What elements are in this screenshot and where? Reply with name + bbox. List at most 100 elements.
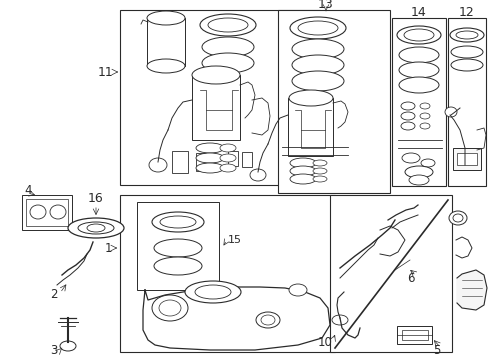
Ellipse shape (289, 158, 315, 168)
Ellipse shape (312, 160, 326, 166)
Ellipse shape (400, 102, 414, 110)
Bar (278, 10, 389, 193)
Ellipse shape (450, 59, 482, 71)
Ellipse shape (419, 103, 429, 109)
Text: 13: 13 (318, 0, 333, 12)
Bar (329, 195, 451, 352)
Text: 16: 16 (88, 192, 103, 204)
Ellipse shape (249, 169, 265, 181)
Ellipse shape (449, 28, 483, 42)
Ellipse shape (404, 166, 432, 178)
Ellipse shape (220, 154, 236, 162)
Ellipse shape (291, 55, 343, 75)
Text: ←7: ←7 (487, 287, 488, 297)
Ellipse shape (288, 90, 332, 106)
Ellipse shape (147, 59, 184, 73)
Ellipse shape (403, 29, 433, 41)
Ellipse shape (398, 77, 438, 93)
Bar (26, 199, 68, 226)
Text: 1: 1 (104, 242, 112, 255)
Polygon shape (456, 270, 486, 310)
Ellipse shape (400, 122, 414, 130)
Bar (401, 330, 427, 340)
Ellipse shape (147, 11, 184, 25)
Text: 14: 14 (410, 5, 426, 18)
Bar (120, 10, 319, 185)
Ellipse shape (68, 218, 124, 238)
Ellipse shape (152, 212, 203, 232)
Ellipse shape (207, 18, 247, 32)
Ellipse shape (220, 164, 236, 172)
Ellipse shape (401, 153, 419, 163)
Ellipse shape (60, 341, 76, 351)
Text: ←8: ←8 (487, 243, 488, 253)
Ellipse shape (200, 14, 256, 36)
Bar (447, 18, 485, 186)
Ellipse shape (87, 224, 105, 232)
Ellipse shape (289, 17, 346, 39)
Ellipse shape (312, 176, 326, 182)
Ellipse shape (450, 46, 482, 58)
Ellipse shape (220, 144, 236, 152)
Ellipse shape (420, 159, 434, 167)
Ellipse shape (288, 284, 306, 296)
Ellipse shape (419, 113, 429, 119)
Ellipse shape (149, 158, 167, 172)
Ellipse shape (289, 174, 315, 184)
Ellipse shape (159, 300, 181, 316)
Ellipse shape (291, 71, 343, 91)
Bar (396, 326, 431, 344)
Ellipse shape (30, 205, 46, 219)
Ellipse shape (448, 211, 466, 225)
Ellipse shape (398, 47, 438, 63)
Ellipse shape (78, 222, 114, 234)
Bar (147, 18, 184, 66)
Text: 3: 3 (51, 343, 58, 356)
Ellipse shape (192, 66, 240, 84)
Ellipse shape (202, 37, 253, 57)
Text: 11: 11 (97, 66, 113, 78)
Ellipse shape (256, 312, 280, 328)
Text: 12: 12 (458, 5, 474, 18)
Ellipse shape (154, 257, 202, 275)
Ellipse shape (289, 166, 315, 176)
Bar (192, 75, 240, 140)
Ellipse shape (312, 168, 326, 174)
Ellipse shape (154, 239, 202, 257)
Ellipse shape (50, 205, 66, 219)
Bar (391, 18, 445, 186)
Text: 5: 5 (432, 343, 439, 356)
Bar (172, 151, 187, 173)
Text: 4: 4 (24, 184, 32, 198)
Ellipse shape (398, 62, 438, 78)
Ellipse shape (196, 143, 224, 153)
Ellipse shape (291, 39, 343, 59)
Ellipse shape (455, 31, 477, 39)
Text: 2: 2 (50, 288, 58, 302)
Ellipse shape (297, 21, 337, 35)
Text: 6: 6 (407, 271, 414, 284)
Ellipse shape (452, 214, 462, 222)
Ellipse shape (196, 163, 224, 173)
Ellipse shape (196, 153, 224, 163)
Ellipse shape (195, 285, 230, 299)
Text: 15: 15 (227, 235, 242, 245)
Bar (242, 152, 251, 167)
Bar (22, 195, 72, 230)
Bar (287, 98, 332, 156)
Ellipse shape (444, 107, 456, 117)
Ellipse shape (152, 295, 187, 321)
Bar (137, 202, 219, 290)
Polygon shape (142, 287, 329, 350)
Ellipse shape (400, 112, 414, 120)
Bar (452, 148, 480, 170)
Ellipse shape (331, 315, 347, 325)
Bar (120, 195, 334, 352)
Text: 10: 10 (318, 336, 332, 348)
Ellipse shape (396, 26, 440, 44)
Ellipse shape (408, 175, 428, 185)
Ellipse shape (184, 281, 241, 303)
Bar (456, 153, 476, 165)
Ellipse shape (261, 315, 274, 325)
Text: ←9: ←9 (487, 213, 488, 223)
